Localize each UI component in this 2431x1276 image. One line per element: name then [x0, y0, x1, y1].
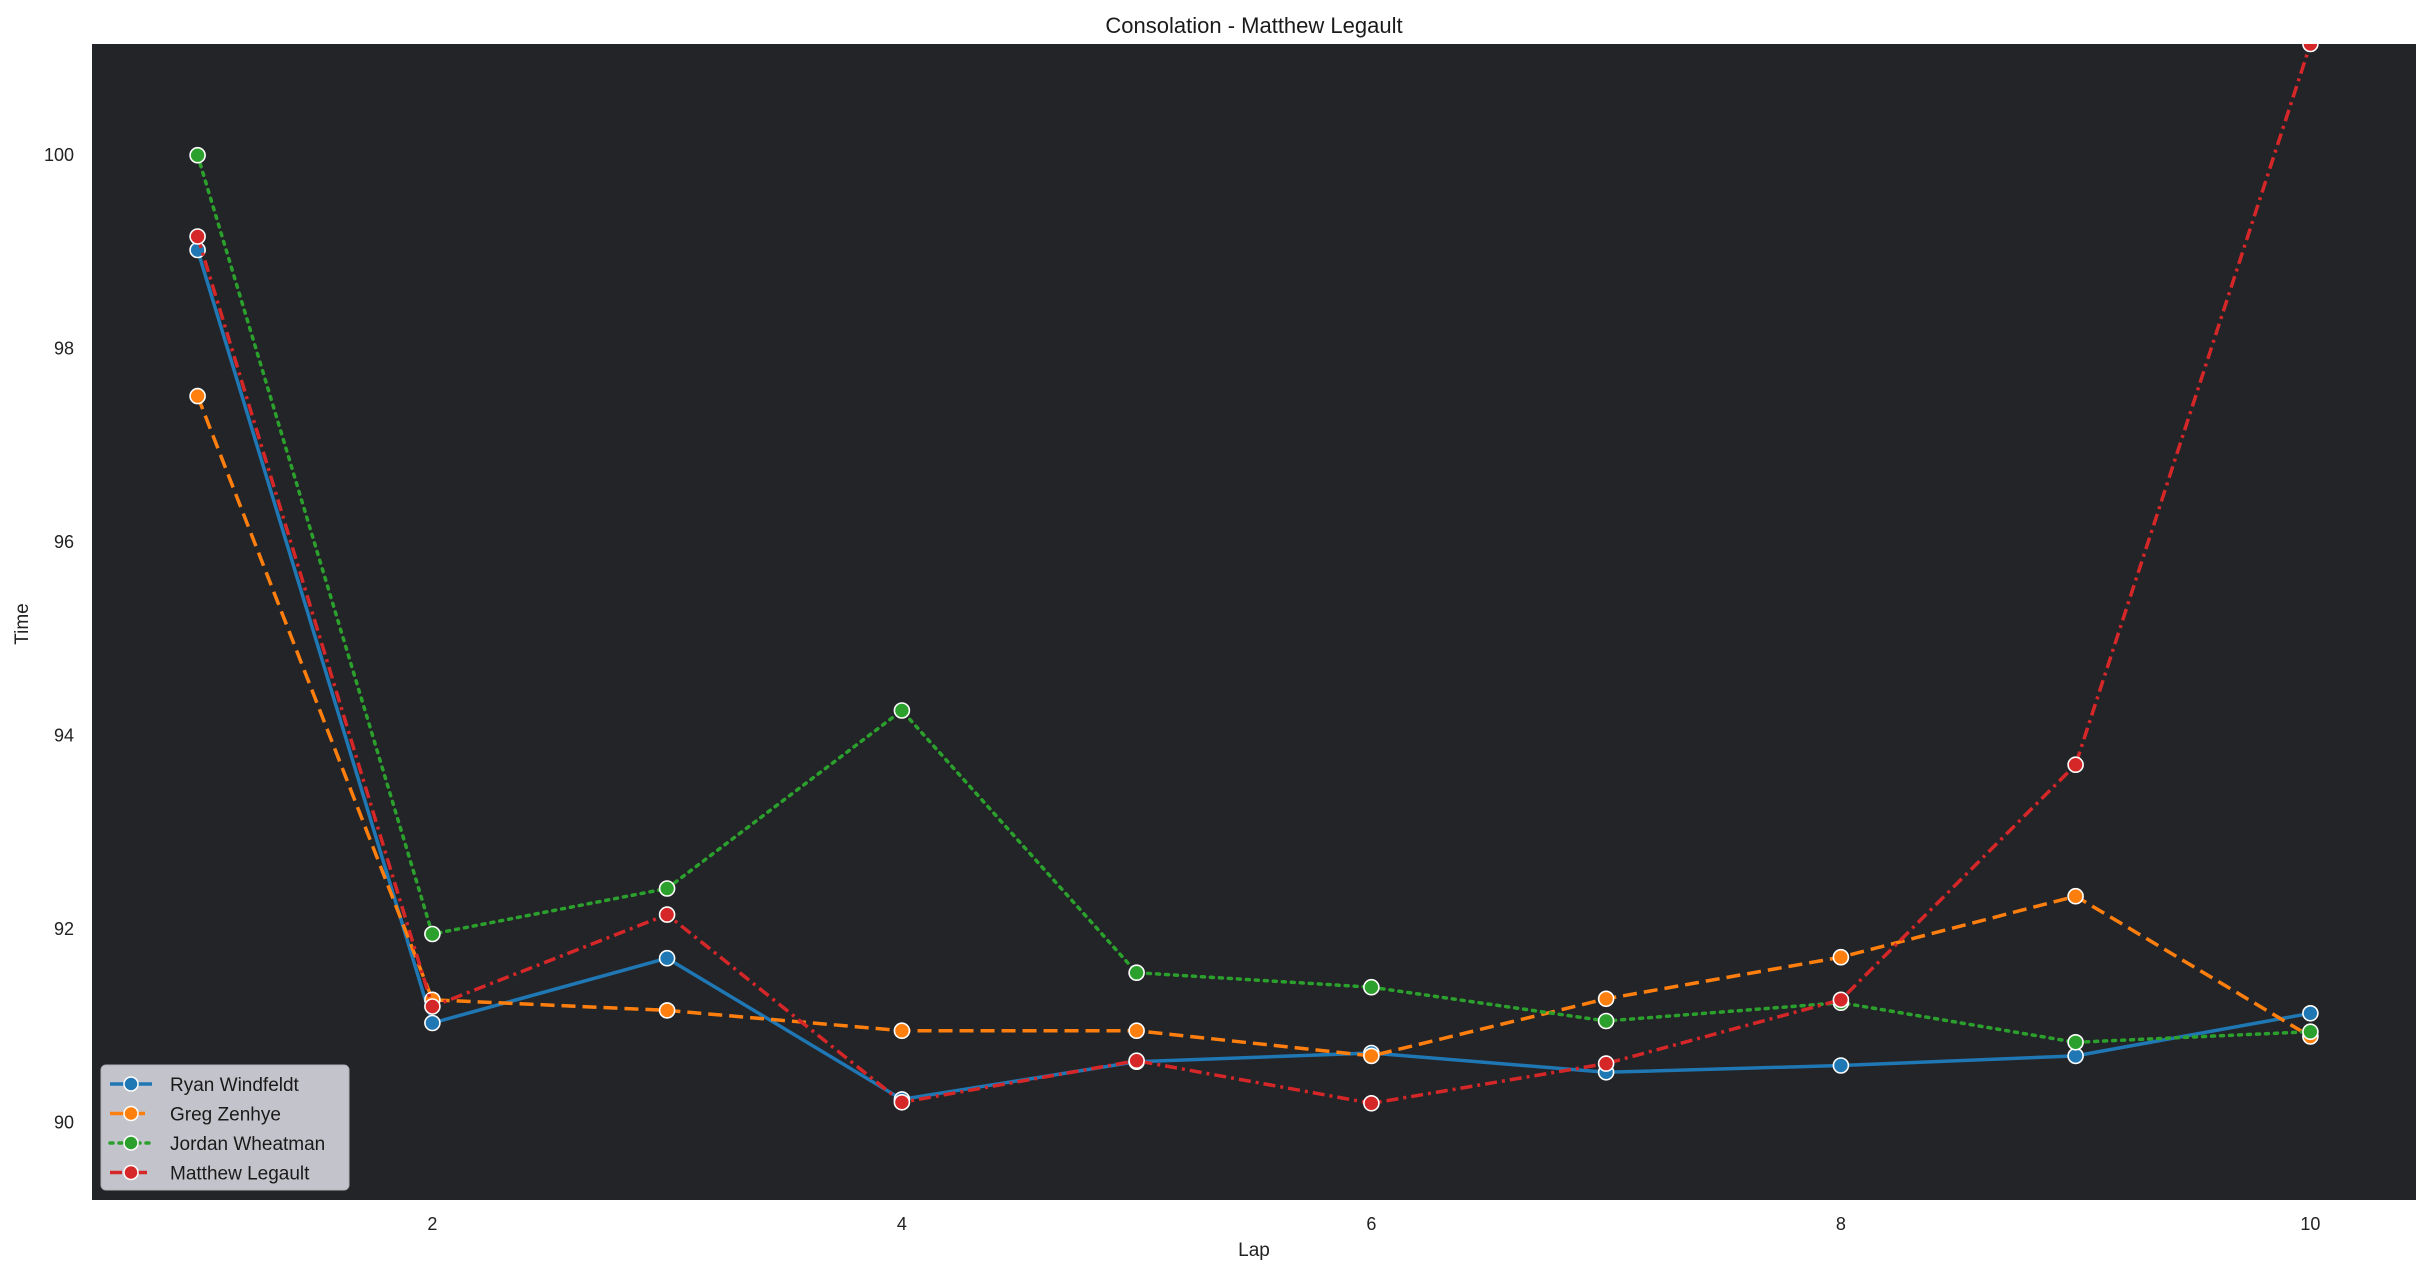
- data-point: [1363, 978, 1380, 996]
- data-point: [424, 925, 441, 943]
- legend-entry-jordan-wheatman: Jordan Wheatman: [108, 1134, 325, 1155]
- legend-entry-matthew-legault: Matthew Legault: [110, 1164, 310, 1185]
- data-point: [189, 146, 206, 164]
- chart-title: Consolation - Matthew Legault: [1105, 13, 1402, 38]
- data-point: [189, 228, 206, 245]
- data-point: [424, 998, 441, 1015]
- x-axis-label: Lap: [1238, 1240, 1270, 1261]
- x-tick-label: 2: [427, 1214, 437, 1234]
- data-point: [893, 1022, 911, 1039]
- data-point: [658, 906, 676, 923]
- y-axis-label: Time: [12, 603, 33, 645]
- series-line: [195, 249, 2311, 1102]
- data-point: [1597, 1012, 1615, 1030]
- legend-marker: [123, 1076, 139, 1092]
- data-point: [2067, 1034, 2084, 1051]
- data-point: [2302, 1004, 2319, 1022]
- x-tick-label: 8: [1836, 1214, 1846, 1234]
- data-point: [189, 387, 206, 405]
- data-point: [893, 1094, 911, 1111]
- series-layer: [189, 44, 2319, 1112]
- series-line: [195, 395, 2312, 1058]
- y-tick-label: 96: [54, 532, 74, 552]
- data-point: [1597, 990, 1615, 1008]
- data-point: [893, 702, 911, 719]
- data-point: [1363, 1047, 1380, 1065]
- data-point: [658, 880, 676, 897]
- data-point: [1597, 1055, 1615, 1072]
- x-axis-ticks: 2 4 6 8 10: [427, 1214, 2320, 1234]
- legend-entry-ryan-windfeldt: Ryan Windfeldt: [110, 1075, 300, 1096]
- data-point: [424, 1014, 441, 1032]
- y-tick-label: 98: [54, 339, 74, 359]
- legend-marker: [123, 1135, 139, 1151]
- series-matthew-legault: [189, 44, 2319, 1112]
- legend-label: Ryan Windfeldt: [170, 1075, 300, 1096]
- legend-label: Jordan Wheatman: [170, 1134, 325, 1155]
- x-tick-label: 10: [2300, 1214, 2320, 1234]
- x-tick-label: 4: [897, 1214, 907, 1234]
- data-point: [658, 949, 676, 967]
- data-point: [2302, 1023, 2319, 1040]
- data-point: [1363, 1095, 1380, 1112]
- y-axis-ticks: 90 92 94 96 98 100: [44, 145, 74, 1132]
- data-point: [1832, 991, 1850, 1009]
- y-tick-label: 90: [54, 1113, 74, 1133]
- data-point: [1128, 964, 1145, 982]
- legend-entry-greg-zenhye: Greg Zenhye: [110, 1105, 281, 1126]
- data-point: [2067, 1047, 2084, 1065]
- legend: Ryan Windfeldt Greg Zenhye Jordan Wheatman…: [100, 1064, 350, 1191]
- legend-marker: [123, 1105, 139, 1122]
- x-tick-label: 6: [1366, 1214, 1376, 1234]
- data-point: [1128, 1022, 1145, 1039]
- data-point: [2067, 756, 2084, 774]
- legend-label: Greg Zenhye: [170, 1105, 281, 1126]
- data-point: [2067, 887, 2084, 905]
- plot-area: [92, 44, 2416, 1200]
- y-tick-label: 94: [54, 726, 74, 746]
- legend-box: [100, 1064, 350, 1191]
- data-point: [658, 1002, 676, 1019]
- legend-marker: [123, 1164, 139, 1181]
- series-line: [195, 153, 2313, 1045]
- data-point: [2302, 44, 2319, 53]
- y-tick-label: 92: [54, 919, 74, 939]
- legend-label: Matthew Legault: [170, 1164, 310, 1185]
- data-point: [1128, 1052, 1145, 1069]
- series-line: [195, 44, 2313, 1106]
- data-point: [1832, 948, 1850, 966]
- data-point: [1832, 1057, 1850, 1074]
- y-tick-label: 100: [44, 145, 74, 165]
